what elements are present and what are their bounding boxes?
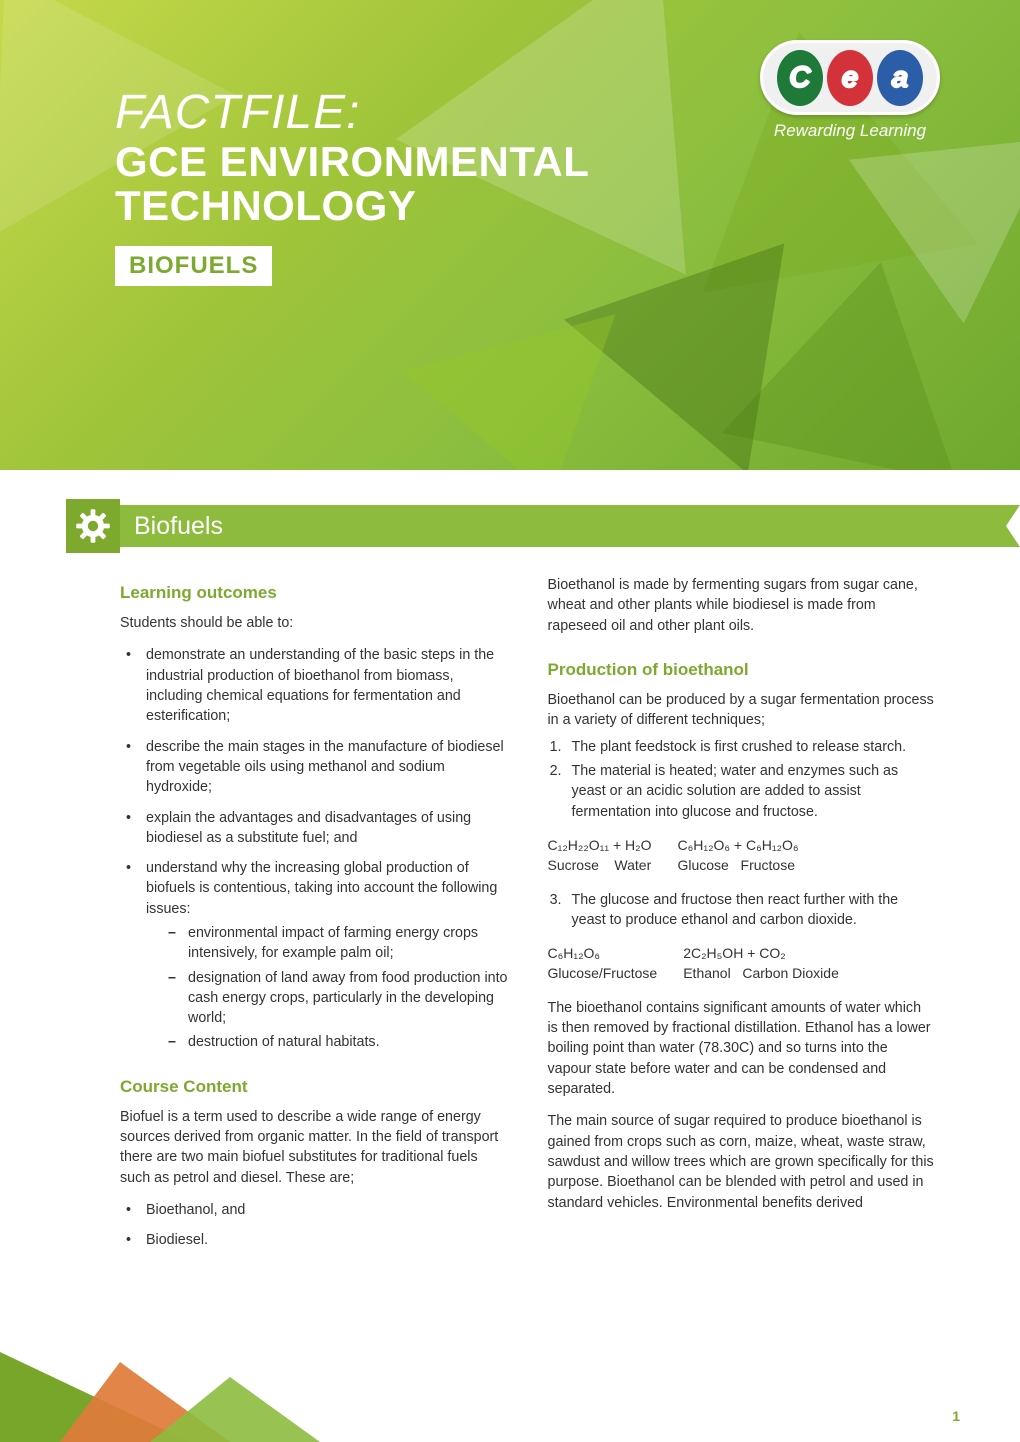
content-area: Learning outcomes Students should be abl… [0, 575, 1020, 1267]
source-paragraph: The main source of sugar required to pro… [548, 1111, 936, 1212]
issue-item: environmental impact of farming energy c… [168, 923, 508, 964]
left-column: Learning outcomes Students should be abl… [120, 575, 508, 1267]
outcome-item: understand why the increasing global pro… [120, 858, 508, 1053]
logo-letter-c: C [777, 50, 823, 106]
footer-triangle [150, 1377, 320, 1442]
equation-glucose: C₆H₁₂O₆ Glucose/Fructose 2C₂H₅OH + CO₂ E… [548, 944, 936, 984]
eq-label: Sucrose Water [548, 856, 652, 876]
section-band: Biofuels [0, 505, 1020, 547]
logo-letter-e: e [827, 50, 873, 106]
outcome-item: demonstrate an understanding of the basi… [120, 645, 508, 726]
eq-formula: C₆H₁₂O₆ + C₆H₁₂O₆ [677, 836, 798, 856]
hero-banner: FACTFILE: GCE ENVIRONMENTAL TECHNOLOGY B… [0, 0, 1020, 470]
right-intro: Bioethanol is made by fermenting sugars … [548, 575, 936, 636]
heading-course-content: Course Content [120, 1075, 508, 1099]
issue-item: destruction of natural habitats. [168, 1032, 508, 1052]
eq-formula: C₆H₁₂O₆ [548, 944, 658, 964]
eq-label: Glucose Fructose [677, 856, 798, 876]
course-content-paragraph: Biofuel is a term used to describe a wid… [120, 1107, 508, 1188]
eq-label: Ethanol Carbon Dioxide [683, 964, 839, 984]
heading-production: Production of bioethanol [548, 658, 936, 682]
right-column: Bioethanol is made by fermenting sugars … [548, 575, 936, 1267]
eq-label: Glucose/Fructose [548, 964, 658, 984]
heading-learning-outcomes: Learning outcomes [120, 581, 508, 605]
eq-formula: 2C₂H₅OH + CO₂ [683, 944, 839, 964]
step-item: The material is heated; water and enzyme… [566, 761, 936, 822]
outcome-item: explain the advantages and disadvantages… [120, 808, 508, 849]
biofuel-type-item: Bioethanol, and [120, 1200, 508, 1220]
biofuel-type-item: Biodiesel. [120, 1230, 508, 1250]
gear-icon [66, 499, 120, 553]
course-title: GCE ENVIRONMENTAL TECHNOLOGY [115, 140, 675, 228]
logo-letter-a: a [877, 50, 923, 106]
learning-intro: Students should be able to: [120, 613, 508, 633]
issue-item: designation of land away from food produ… [168, 968, 508, 1029]
outcome-lead: understand why the increasing global pro… [146, 860, 497, 917]
logo-tagline: Rewarding Learning [760, 121, 940, 141]
topic-badge: BIOFUELS [115, 246, 272, 286]
equation-sucrose: C₁₂H₂₂O₁₁ + H₂O Sucrose Water C₆H₁₂O₆ + … [548, 836, 936, 876]
page-number: 1 [952, 1408, 960, 1424]
distillation-paragraph: The bioethanol contains significant amou… [548, 998, 936, 1099]
cea-logo: C e a Rewarding Learning [760, 40, 940, 141]
production-intro: Bioethanol can be produced by a sugar fe… [548, 690, 936, 731]
step-item: The plant feedstock is first crushed to … [566, 737, 936, 757]
section-title: Biofuels [134, 512, 223, 541]
outcome-item: describe the main stages in the manufact… [120, 737, 508, 798]
eq-formula: C₁₂H₂₂O₁₁ + H₂O [548, 836, 652, 856]
step-item: The glucose and fructose then react furt… [566, 890, 936, 931]
factfile-label: FACTFILE: [115, 85, 675, 140]
